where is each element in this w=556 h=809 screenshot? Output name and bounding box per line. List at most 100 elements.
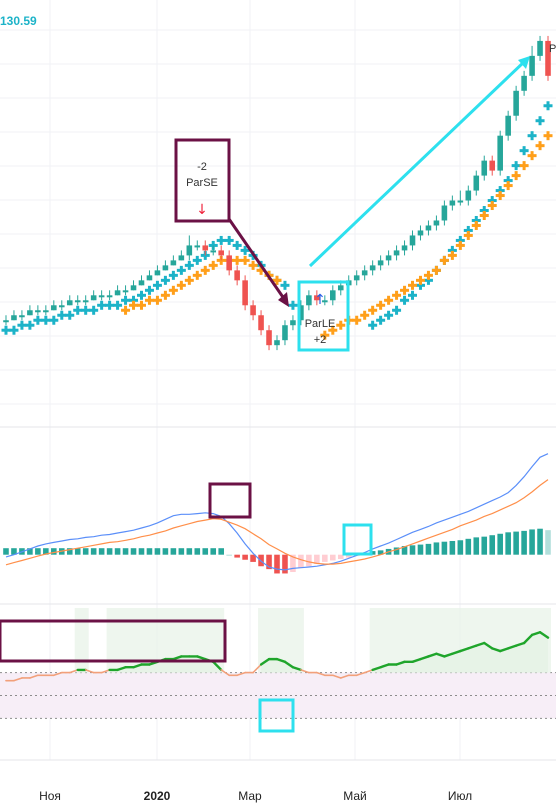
psar-mark-v	[546, 131, 550, 141]
histogram-bar	[274, 554, 280, 574]
psar-mark-v	[403, 295, 407, 305]
oscillator-segment	[236, 671, 246, 677]
psar-fast-mark	[400, 295, 410, 305]
psar-mark-v	[60, 310, 64, 320]
psar-slow-mark	[463, 230, 473, 240]
overbought-zone	[74, 608, 89, 673]
oscillator-segment	[379, 663, 390, 669]
psar-mark-v	[411, 280, 415, 290]
psar-mark-v	[171, 285, 175, 295]
psar-slow-mark	[543, 131, 553, 141]
candle-body	[90, 295, 97, 301]
down-trend-arrow	[227, 218, 289, 304]
annotations: -2 ParSE ↓ ↑ ParLE +2 P	[0, 43, 556, 733]
psar-fast-mark	[368, 320, 378, 330]
psar-mark-v	[44, 315, 48, 325]
candle-body	[306, 295, 312, 306]
candle-body	[457, 200, 464, 203]
psar-mark-v	[179, 265, 183, 275]
candle-body	[282, 325, 288, 341]
oscillator-segment	[475, 641, 486, 647]
psar-mark-v	[411, 290, 415, 300]
histogram-bar	[409, 545, 416, 555]
histogram-bar	[210, 548, 217, 555]
histogram-bar	[218, 548, 224, 555]
histogram-bar	[178, 548, 185, 555]
oscillator-zones	[0, 608, 556, 719]
psar-mark-v	[395, 305, 399, 315]
candle-body	[529, 55, 535, 76]
histogram-bar	[122, 548, 129, 555]
candle-body	[258, 315, 264, 331]
candle-body	[409, 235, 416, 246]
x-tick-label: Май	[343, 789, 367, 803]
oscillator-segment	[538, 631, 550, 639]
histogram-bar	[162, 548, 169, 555]
psar-fast-mark	[152, 280, 162, 290]
candle-body	[210, 250, 217, 253]
psar-mark-v	[387, 310, 391, 320]
psar-mark-v	[12, 325, 16, 335]
psar-fast-mark	[168, 270, 178, 280]
histogram-bar	[90, 548, 97, 555]
candle-body	[130, 285, 137, 291]
psar-slow-mark	[376, 300, 386, 310]
psar-mark-v	[291, 300, 295, 310]
psar-slow-mark	[368, 305, 378, 315]
oscillator-segment	[395, 660, 406, 666]
psar-mark-v	[155, 280, 159, 290]
oscillator-segment	[427, 652, 438, 658]
candle-body	[202, 245, 209, 251]
candle-body	[19, 315, 25, 318]
candle-body	[465, 190, 472, 201]
psar-fast-mark	[144, 285, 154, 295]
histogram-bar	[521, 530, 527, 555]
candle-body	[489, 160, 496, 171]
psar-mark-v	[538, 141, 542, 151]
grid	[0, 0, 556, 760]
candle-body	[449, 200, 456, 206]
oscillator-segment	[316, 671, 326, 677]
psar-mark-v	[371, 305, 375, 315]
psar-mark-v	[355, 315, 359, 325]
histogram-bar	[345, 554, 352, 558]
psar-slow-mark	[152, 295, 162, 305]
macd-crossup-box	[342, 523, 373, 556]
psar-fast-mark	[160, 275, 170, 285]
signal-line	[5, 479, 549, 566]
oscillator-segment	[212, 660, 223, 672]
psar-fast-mark	[49, 315, 59, 325]
psar-fast-mark	[129, 295, 139, 305]
candle-body	[361, 270, 368, 276]
psar-fast-mark	[9, 325, 19, 335]
oscillator-segment	[196, 655, 207, 661]
histogram-bar	[170, 548, 177, 555]
histogram-bar	[35, 548, 41, 555]
psar-slow-mark	[144, 295, 154, 305]
histogram-bar	[314, 554, 320, 565]
psar-mark-v	[466, 230, 470, 240]
psar-mark-v	[36, 315, 40, 325]
psar-mark-v	[219, 235, 223, 245]
psar-fast-mark	[503, 176, 513, 186]
psar-slow-mark	[495, 191, 505, 201]
candle-body	[27, 310, 33, 316]
psar-mark-v	[20, 320, 24, 330]
candle-body	[11, 315, 17, 321]
oscillator-segment	[172, 655, 183, 661]
long-signal-box	[297, 280, 350, 352]
psar-fast-mark	[543, 101, 553, 111]
oscillator-segment	[291, 666, 303, 672]
oscillator-segment	[514, 641, 526, 647]
psar-fast-mark	[471, 215, 481, 225]
candle-body	[66, 300, 73, 306]
candle-body	[266, 330, 272, 346]
candle-body	[274, 340, 280, 346]
histogram-bar	[250, 554, 256, 562]
psar-slow-mark	[455, 240, 465, 250]
candle-body	[250, 305, 256, 316]
psar-mark-v	[171, 270, 175, 280]
psar-fast-mark	[519, 146, 529, 156]
histogram-bar	[497, 533, 503, 555]
